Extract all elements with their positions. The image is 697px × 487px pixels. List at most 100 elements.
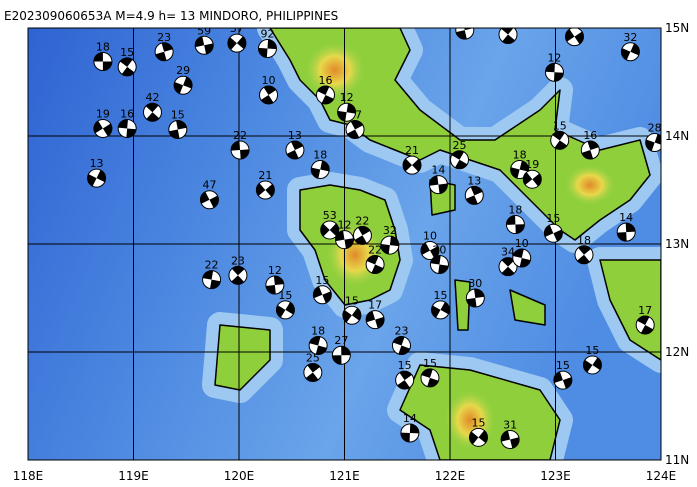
axis-labels: 118E 119E 120E 121E 122E 123E 124E 15N 14N 13N 12N…: [13, 21, 690, 483]
lon-label: 119E: [118, 469, 149, 483]
compressional-quadrant: [474, 289, 485, 298]
depth-label: 15: [546, 212, 560, 225]
depth-label: 22: [355, 214, 369, 227]
focal-mechanism: 18: [93, 40, 113, 71]
focal-mechanism: 15: [117, 46, 137, 77]
focal-mechanism: 16: [316, 74, 336, 105]
compressional-quadrant: [630, 43, 640, 56]
compressional-quadrant: [399, 371, 413, 381]
compressional-quadrant: [544, 224, 554, 237]
compressional-quadrant: [313, 286, 323, 299]
compressional-quadrant: [258, 47, 268, 58]
lon-label: 122E: [435, 469, 466, 483]
focal-mechanism: 25: [303, 352, 323, 383]
focal-mechanism: 34: [498, 246, 518, 277]
focal-mechanism: 23: [391, 325, 411, 356]
compressional-quadrant: [438, 264, 449, 274]
lat-label: 13N: [665, 237, 689, 251]
depth-label: 10: [515, 237, 529, 250]
depth-label: 15: [553, 119, 567, 132]
depth-label: 16: [319, 74, 333, 87]
focal-mechanism: 15: [395, 359, 415, 390]
depth-label: 22: [205, 259, 219, 272]
map-frame: [27, 27, 662, 461]
compressional-quadrant: [267, 39, 277, 50]
depth-label: 12: [547, 51, 561, 64]
compressional-quadrant: [209, 195, 219, 208]
depth-label: 27: [334, 334, 348, 347]
compressional-quadrant: [465, 195, 478, 205]
compressional-quadrant: [231, 266, 245, 276]
compressional-quadrant: [510, 437, 520, 449]
lon-label: 121E: [329, 469, 360, 483]
compressional-quadrant: [421, 368, 433, 378]
depth-label: 31: [503, 418, 517, 431]
compressional-quadrant: [231, 141, 241, 151]
compressional-quadrant: [329, 223, 339, 237]
focal-mechanism: 32: [380, 224, 400, 255]
compressional-quadrant: [464, 28, 474, 31]
compressional-quadrant: [315, 345, 327, 355]
compressional-quadrant: [637, 316, 650, 325]
compressional-quadrant: [231, 275, 245, 285]
focal-mechanism: 22: [365, 244, 385, 275]
compressional-quadrant: [176, 120, 187, 130]
compressional-quadrant: [342, 309, 352, 323]
compressional-quadrant: [200, 191, 210, 204]
compressional-quadrant: [204, 43, 214, 55]
depth-label: 22: [233, 129, 247, 142]
map-area: 18 15 23 29 19 16 42 15 13 47 22 23 12 15 15 18 25 27 15 17…: [28, 13, 662, 460]
compressional-quadrant: [321, 94, 334, 104]
compressional-quadrant: [320, 223, 330, 237]
compressional-quadrant: [168, 129, 180, 139]
compressional-quadrant: [366, 255, 379, 265]
depth-label: 22: [368, 244, 382, 257]
depth-label: 14: [619, 211, 633, 224]
focal-mechanism: 21: [255, 169, 275, 200]
compressional-quadrant: [285, 302, 295, 315]
compressional-quadrant: [562, 377, 572, 389]
compressional-quadrant: [309, 336, 321, 346]
compressional-quadrant: [260, 94, 274, 104]
compressional-quadrant: [510, 167, 520, 179]
compressional-quadrant: [438, 183, 448, 194]
focal-mechanism: 24: [498, 13, 518, 44]
depth-label: 12: [268, 264, 282, 277]
depth-label: 14: [403, 412, 417, 425]
focal-mechanism: 12: [265, 264, 285, 295]
depth-label: 15: [345, 294, 359, 307]
focal-mechanism: 15: [420, 357, 440, 388]
focal-mechanism: 16: [580, 129, 600, 160]
compressional-quadrant: [320, 160, 330, 172]
depth-label: 28: [648, 121, 662, 134]
compressional-quadrant: [592, 357, 602, 370]
depth-label: 32: [623, 31, 637, 44]
compressional-quadrant: [305, 372, 319, 382]
depth-label: 18: [508, 204, 522, 217]
focal-mechanism: 17: [635, 304, 655, 335]
depth-label: 23: [157, 31, 171, 44]
compressional-quadrant: [291, 141, 304, 151]
depth-label: 16: [120, 107, 134, 120]
compressional-quadrant: [161, 42, 173, 52]
focal-mechanism: 33: [564, 28, 584, 47]
focal-mechanism: 59: [194, 28, 214, 55]
lat-label: 15N: [665, 21, 689, 35]
depth-label: 15: [120, 46, 134, 59]
focal-mechanism: 13: [285, 129, 305, 160]
depth-label: 21: [258, 169, 272, 182]
focal-mechanism: 92: [257, 28, 277, 59]
lon-label: 123E: [540, 469, 571, 483]
compressional-quadrant: [119, 57, 133, 67]
compressional-quadrant: [469, 431, 479, 445]
depth-label: 19: [96, 107, 110, 120]
focal-mechanism: 31: [500, 418, 520, 449]
compressional-quadrant: [554, 140, 568, 150]
compressional-quadrant: [366, 310, 376, 323]
lon-label: 118E: [13, 469, 44, 483]
depth-label: 24: [501, 13, 515, 26]
compressional-quadrant: [155, 51, 167, 61]
focal-mechanism: 18: [505, 204, 525, 235]
depth-label: 47: [202, 179, 216, 192]
compressional-quadrant: [351, 307, 361, 321]
